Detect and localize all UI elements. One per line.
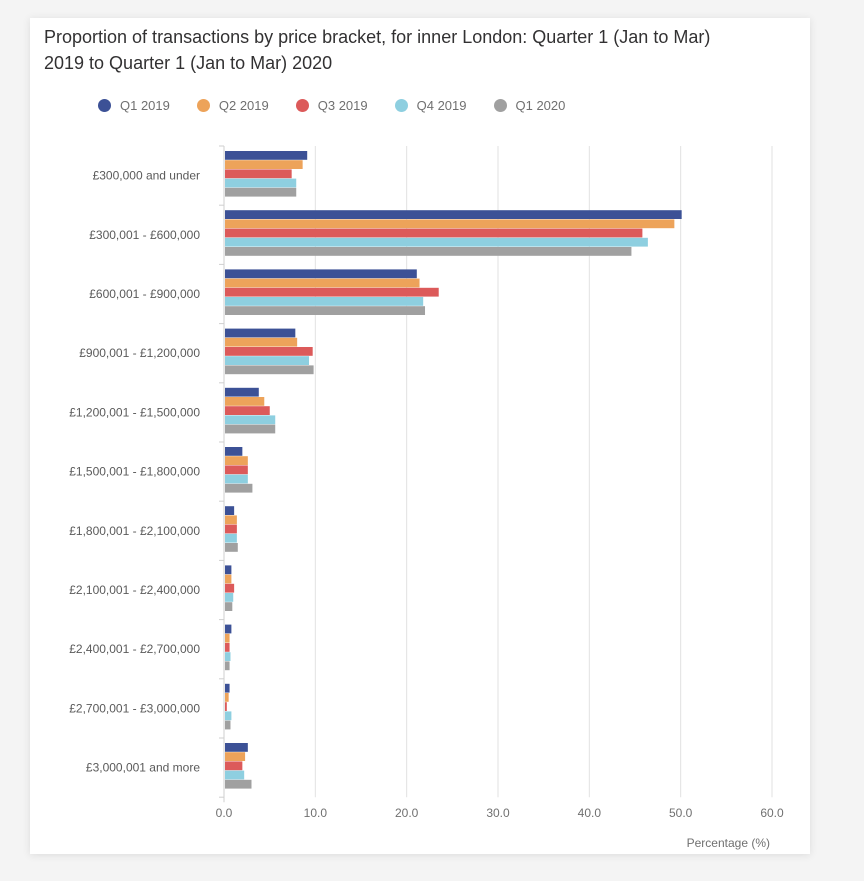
legend-swatch: [493, 99, 507, 112]
bar: [225, 424, 276, 434]
bar: [225, 365, 314, 375]
x-tick-label: 40.0: [578, 806, 602, 820]
bar: [225, 228, 643, 238]
bar: [225, 752, 246, 761]
bar: [225, 297, 424, 306]
x-tick-label: 20.0: [395, 806, 419, 820]
legend-item[interactable]: Q2 2019: [196, 98, 269, 113]
bar: [225, 693, 229, 702]
x-tick-label: 30.0: [486, 806, 510, 820]
bar: [225, 474, 248, 484]
bar: [225, 456, 248, 465]
bar: [225, 447, 243, 456]
bar: [225, 711, 232, 721]
legend-item[interactable]: Q4 2019: [394, 98, 467, 113]
bar: [225, 397, 265, 406]
category-label: £2,700,001 - £3,000,000: [69, 701, 200, 715]
bar: [225, 583, 235, 593]
category-label: £1,800,001 - £2,100,000: [69, 524, 200, 538]
category-label: £1,500,001 - £1,800,000: [69, 465, 200, 479]
legend-item[interactable]: Q1 2020: [493, 98, 566, 113]
category-label: £900,001 - £1,200,000: [79, 346, 200, 360]
x-tick-label: 50.0: [669, 806, 693, 820]
bar: [225, 247, 632, 256]
bar: [225, 720, 231, 730]
bar: [225, 151, 308, 160]
legend-item[interactable]: Q3 2019: [295, 98, 368, 113]
bar: [225, 652, 231, 661]
bar: [225, 643, 230, 652]
category-label: £300,000 and under: [93, 169, 200, 183]
bar: [225, 306, 426, 315]
bar: [225, 169, 292, 179]
chart-legend: Q1 2019 Q2 2019 Q3 2019 Q4 2019 Q1 2020: [98, 98, 592, 113]
bar: [225, 683, 230, 693]
x-axis-label: Percentage (%): [687, 836, 770, 850]
bar: [225, 624, 232, 634]
bar: [225, 524, 237, 534]
legend-label: Q1 2019: [120, 98, 170, 113]
chart-plot: 0.0 10.0 20.0 30.0 40.0 50.0 60.0 £300,000 and …: [69, 145, 784, 850]
bar: [225, 387, 259, 397]
bar: [225, 515, 237, 525]
bar: [225, 779, 252, 789]
bar: [225, 278, 420, 288]
bar: [225, 178, 297, 188]
bar: [225, 483, 253, 493]
bar: [225, 702, 227, 711]
bar: [225, 328, 296, 338]
bar: [225, 574, 232, 584]
bar: [225, 506, 235, 515]
bar: [225, 533, 237, 543]
x-tick-label: 10.0: [304, 806, 328, 820]
category-label: £2,100,001 - £2,400,000: [69, 583, 200, 597]
x-tick-label: 0.0: [216, 806, 233, 820]
legend-label: Q2 2019: [218, 98, 269, 113]
bar: [225, 661, 230, 671]
bar: [225, 602, 233, 611]
bar: [225, 770, 245, 780]
legend-label: Q3 2019: [317, 98, 368, 113]
legend-item[interactable]: Q1 2019: [98, 98, 170, 113]
category-label: £600,001 - £900,000: [89, 287, 200, 301]
legend-swatch: [394, 99, 408, 112]
legend-swatch: [295, 99, 309, 112]
legend-label: Q4 2019: [416, 98, 467, 113]
legend-swatch: [98, 99, 111, 112]
bar: [225, 415, 276, 425]
bar: [225, 761, 243, 771]
bar: [225, 269, 417, 279]
bar: [225, 593, 234, 602]
category-label: £2,400,001 - £2,700,000: [69, 642, 200, 656]
bar: [225, 160, 303, 169]
legend-label: Q1 2020: [515, 98, 566, 113]
bar: [225, 347, 313, 356]
category-label: £1,200,001 - £1,500,000: [69, 405, 200, 419]
chart-title: Proportion of transactions by price brac…: [44, 27, 711, 73]
bar: [225, 337, 298, 347]
category-label: £3,000,001 and more: [86, 761, 200, 775]
bar: [225, 633, 230, 643]
bar: [225, 565, 232, 575]
bar: [225, 543, 238, 552]
bar: [225, 356, 310, 365]
bar: [225, 210, 682, 219]
category-label: £300,001 - £600,000: [89, 228, 200, 242]
bar: [225, 219, 675, 229]
bar: [225, 187, 297, 197]
bar: [225, 465, 248, 475]
legend-swatch: [196, 99, 210, 112]
bar: [225, 743, 248, 752]
x-tick-label: 60.0: [760, 806, 784, 820]
bar: [225, 237, 648, 247]
bar: [225, 287, 439, 297]
bar: [225, 406, 270, 415]
chart-card: Proportion of transactions by price brac…: [30, 18, 810, 854]
